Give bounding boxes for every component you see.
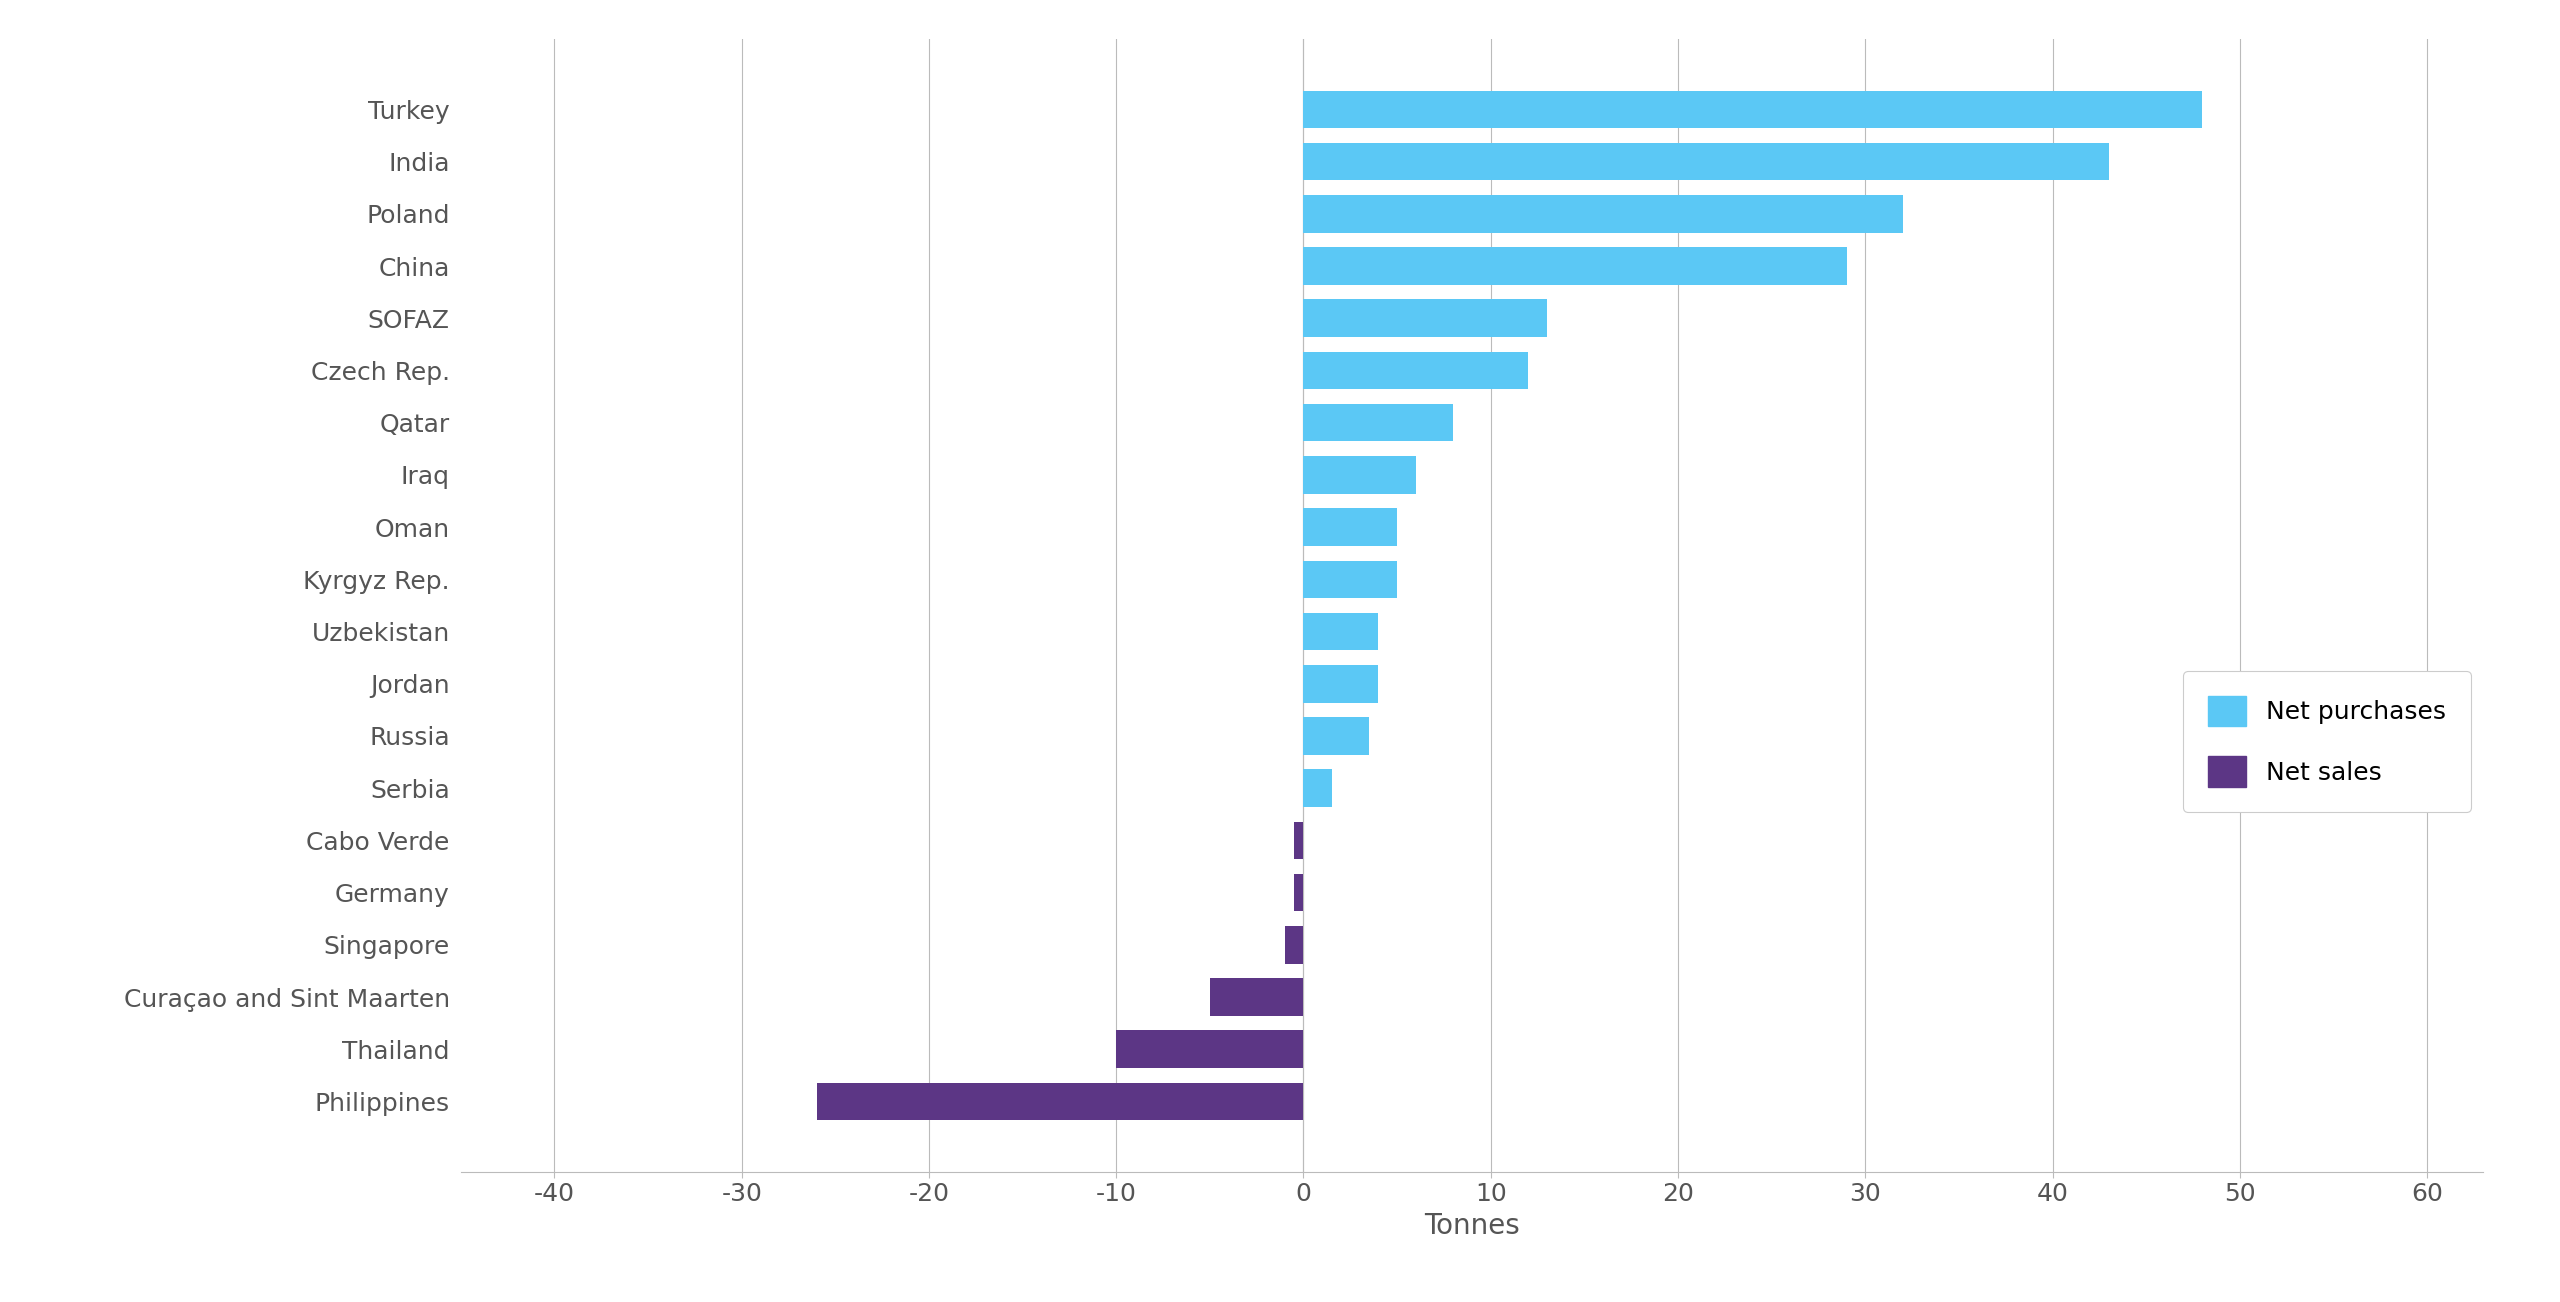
Bar (1303, 352, 1528, 389)
Bar (1303, 143, 2109, 181)
Bar (1303, 508, 1398, 546)
Bar (1303, 456, 1416, 493)
Bar (1303, 769, 1331, 807)
Bar (1303, 91, 2202, 128)
Bar (1303, 195, 1902, 233)
Bar (1303, 299, 1546, 337)
Legend: Net purchases, Net sales: Net purchases, Net sales (2184, 671, 2470, 812)
X-axis label: Tonnes: Tonnes (1423, 1212, 1521, 1240)
Bar (1211, 978, 1303, 1016)
Bar (817, 1083, 1303, 1120)
Bar (1295, 822, 1303, 859)
Bar (1295, 874, 1303, 911)
Bar (1303, 404, 1454, 441)
Bar (1285, 926, 1303, 963)
Bar (1116, 1030, 1303, 1068)
Bar (1303, 665, 1377, 703)
Bar (1303, 717, 1370, 755)
Bar (1303, 247, 1846, 285)
Bar (1303, 561, 1398, 598)
Bar (1303, 613, 1377, 650)
